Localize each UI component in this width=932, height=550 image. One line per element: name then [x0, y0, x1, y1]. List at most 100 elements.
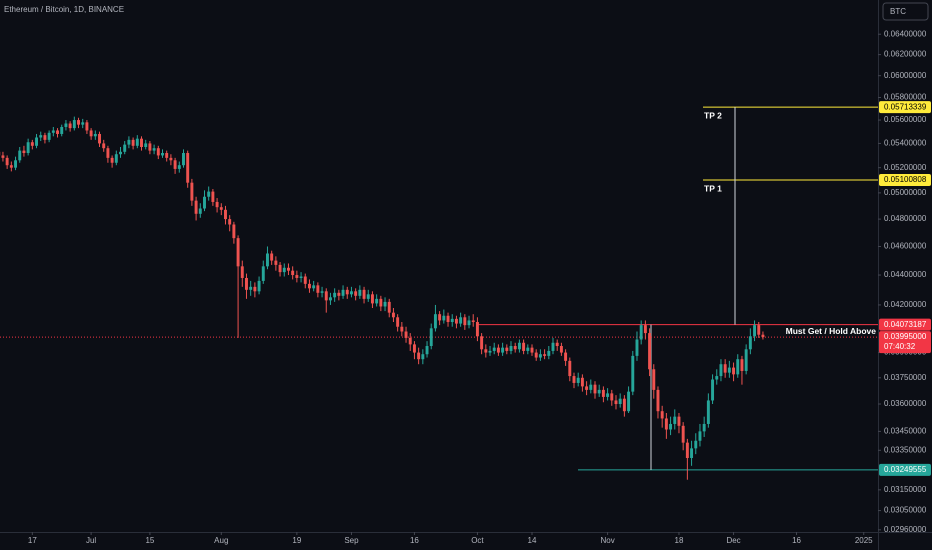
candle-body [723, 364, 727, 373]
candle-body [270, 253, 274, 261]
candle-body [211, 191, 215, 202]
candle-body [64, 123, 68, 127]
candle-body [753, 325, 757, 337]
candle-body [240, 266, 244, 278]
candle-body [597, 389, 601, 394]
candle-body [761, 334, 765, 338]
candle-body [475, 321, 479, 337]
candle-body [312, 285, 316, 289]
candle-body [219, 207, 223, 210]
candle-body [362, 289, 366, 299]
candle-body [501, 347, 505, 353]
candle-body [568, 360, 572, 377]
price-label-box [879, 174, 931, 187]
candle-body [366, 294, 370, 299]
candle-body [429, 328, 433, 347]
currency-box[interactable] [882, 2, 929, 21]
candle-body [387, 301, 391, 313]
candle-body [161, 153, 164, 156]
candle-body [576, 377, 580, 383]
candle-body [198, 208, 202, 214]
candle-body [307, 283, 311, 289]
y-tick-label: 0.03600000 [884, 399, 927, 408]
candle-body [484, 349, 488, 353]
y-tick-label: 0.03350000 [884, 445, 927, 454]
candle-body [182, 153, 185, 166]
candle-body [757, 325, 761, 335]
x-tick-label: 17 [28, 536, 37, 545]
candle-body [711, 379, 715, 401]
x-tick-label: 16 [792, 536, 801, 545]
candle-body [295, 275, 299, 278]
candle-body [585, 386, 589, 390]
candle-body [358, 289, 362, 296]
candle-body [396, 317, 400, 327]
candle-body [438, 314, 442, 321]
candle-body [51, 130, 55, 133]
candle-body [454, 318, 458, 324]
candle-body [177, 165, 181, 169]
level-note: Must Get / Hold Above [786, 326, 877, 336]
x-tick-label: Jul [86, 536, 96, 545]
candle-body [228, 219, 232, 225]
x-tick-label: Dec [726, 536, 740, 545]
candle-body [522, 342, 526, 351]
candle-body [526, 347, 530, 351]
candle-body [303, 276, 307, 284]
candle-body [215, 201, 219, 208]
candle-body [690, 448, 694, 458]
candle-body [110, 157, 114, 163]
currency-label[interactable]: BTC [890, 7, 906, 16]
candle-body [5, 157, 9, 166]
y-tick-label: 0.05200000 [884, 163, 927, 172]
candle-body [345, 289, 349, 295]
candle-body [140, 138, 143, 147]
y-tick-label: 0.03750000 [884, 373, 927, 382]
x-tick-label: 14 [528, 536, 537, 545]
candle-body [555, 342, 559, 347]
candle-body [694, 440, 698, 449]
candle-body [564, 352, 568, 361]
y-tick-label: 0.06200000 [884, 50, 927, 59]
candle-body [324, 291, 328, 301]
candle-body [282, 267, 286, 273]
candle-body [114, 154, 118, 163]
candle-body [513, 346, 517, 350]
candle-body [627, 391, 631, 412]
candle-body [286, 267, 290, 271]
price-label: 0.05100808 [884, 175, 927, 184]
candle-body [677, 416, 681, 426]
last-price-label: 0.03995000 [884, 332, 927, 341]
countdown-label: 07:40:32 [884, 342, 916, 351]
candle-body [610, 393, 614, 401]
y-tick-label: 0.05800000 [884, 93, 927, 102]
candle-body [232, 224, 236, 239]
candle-body [643, 325, 647, 334]
candle-body [85, 122, 89, 131]
candle-body [664, 418, 668, 430]
candle-body [190, 182, 194, 201]
y-tick-label: 0.05600000 [884, 115, 927, 124]
x-tick-label: 19 [292, 536, 301, 545]
candle-body [446, 315, 450, 322]
price-label-box [879, 318, 931, 331]
x-tick-label: Sep [344, 536, 359, 545]
y-tick-label: 0.02960000 [884, 525, 927, 534]
candle-body [404, 331, 408, 338]
candle-body [467, 320, 471, 326]
candle-body [618, 398, 622, 405]
candle-body [433, 314, 437, 329]
candle-body [450, 318, 454, 322]
candle-body [408, 337, 412, 345]
candle-body [341, 289, 345, 296]
candle-body [224, 209, 227, 220]
candle-body [257, 280, 261, 292]
candle-body [249, 286, 253, 290]
candle-body [72, 120, 76, 129]
candle-body [93, 133, 97, 137]
candle-body [606, 393, 610, 397]
price-label: 0.05713339 [884, 102, 927, 111]
candle-body [425, 346, 429, 355]
candle-body [459, 317, 463, 324]
